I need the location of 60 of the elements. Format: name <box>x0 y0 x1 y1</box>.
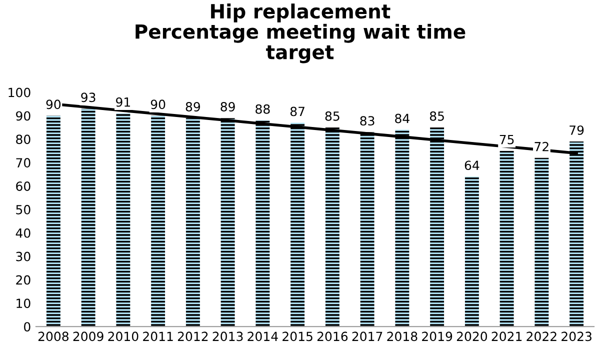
data-label: 85 <box>430 111 444 121</box>
x-tick-label: 2014 <box>248 332 278 342</box>
x-tick-label: 2016 <box>317 332 348 342</box>
bar <box>500 150 514 327</box>
data-label: 88 <box>256 104 270 114</box>
data-label: 90 <box>150 100 166 110</box>
bar <box>81 108 96 327</box>
y-tick-label: 60 <box>16 181 30 191</box>
x-tick-label: 2020 <box>456 332 488 342</box>
bar <box>570 142 584 327</box>
data-label: 64 <box>464 160 480 170</box>
x-tick-label: 2008 <box>38 332 68 342</box>
y-tick-label: 90 <box>16 111 30 121</box>
bar <box>151 116 166 327</box>
x-tick-label: 2021 <box>492 332 522 342</box>
y-tick-label: 30 <box>16 252 30 262</box>
y-tick-label: 0 <box>24 322 30 332</box>
y-tick-label: 40 <box>16 228 30 238</box>
bar <box>116 113 130 327</box>
bar <box>430 127 444 327</box>
bar <box>290 122 305 327</box>
data-label: 83 <box>360 116 374 126</box>
x-tick-label: 2018 <box>387 332 418 342</box>
x-tick-label: 2023 <box>562 332 592 342</box>
y-tick-label: 10 <box>16 298 30 308</box>
bar <box>256 120 270 327</box>
bar <box>325 127 340 327</box>
y-tick-label: 100 <box>8 88 30 98</box>
y-tick-label: 80 <box>16 134 30 144</box>
x-tick-label: 2011 <box>143 332 173 342</box>
data-label: 89 <box>220 102 235 112</box>
bar <box>46 116 60 327</box>
data-label: 85 <box>325 111 340 121</box>
x-tick-label: 2019 <box>422 332 452 342</box>
x-tick-label: 2017 <box>352 332 382 342</box>
data-label: 90 <box>46 100 61 110</box>
bar <box>186 118 200 327</box>
data-label: 84 <box>395 114 410 124</box>
data-label: 72 <box>534 142 548 152</box>
data-label: 87 <box>290 106 304 116</box>
data-label: 91 <box>116 97 130 107</box>
data-label: 75 <box>500 134 514 144</box>
bar <box>395 130 410 327</box>
bar <box>534 158 549 327</box>
x-tick-label: 2010 <box>108 332 138 342</box>
bar <box>220 118 235 327</box>
y-tick-label: 50 <box>16 204 30 214</box>
x-tick-label: 2009 <box>73 332 104 342</box>
x-tick-label: 2012 <box>178 332 208 342</box>
x-tick-label: 2015 <box>282 332 312 342</box>
chart-title: Hip replacement Percentage meeting wait time target <box>136 4 466 64</box>
data-label: 93 <box>81 92 96 102</box>
y-tick-label: 20 <box>16 275 30 285</box>
data-label: 89 <box>186 102 200 112</box>
x-tick-label: 2022 <box>526 332 556 342</box>
bar <box>464 176 479 327</box>
data-label: 79 <box>570 125 584 135</box>
bar <box>360 132 374 327</box>
x-tick-label: 2013 <box>212 332 243 342</box>
y-tick-label: 70 <box>16 158 30 168</box>
